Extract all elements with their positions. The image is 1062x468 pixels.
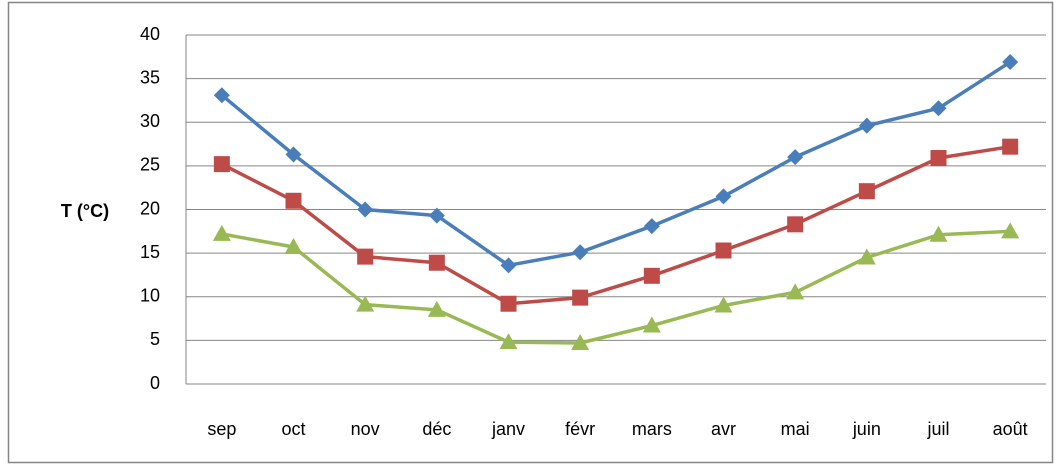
- y-tick-label: 5: [150, 329, 160, 349]
- marker: [714, 296, 733, 313]
- y-tick-label: 15: [140, 242, 160, 262]
- x-tick-label: sep: [207, 419, 236, 439]
- marker: [572, 244, 589, 261]
- marker: [213, 87, 230, 104]
- x-tick-label: avr: [711, 419, 736, 439]
- marker: [572, 289, 589, 306]
- x-tick-label: juil: [926, 419, 949, 439]
- marker: [857, 248, 876, 265]
- x-tick-label: mars: [632, 419, 672, 439]
- y-tick-label: 35: [140, 67, 160, 87]
- series-line: [220, 60, 1012, 268]
- marker: [1002, 138, 1019, 155]
- y-tick-label: 40: [140, 24, 160, 44]
- marker: [929, 225, 948, 242]
- marker: [786, 283, 805, 300]
- y-axis-label: T (°C): [61, 201, 109, 221]
- marker: [715, 188, 732, 205]
- y-tick-label: 30: [140, 111, 160, 131]
- marker: [643, 267, 660, 284]
- y-tick-label: 0: [150, 373, 160, 393]
- marker: [285, 192, 302, 209]
- marker: [715, 242, 732, 259]
- marker: [212, 224, 231, 241]
- marker: [284, 238, 303, 255]
- y-tick-label: 20: [140, 198, 160, 218]
- series-line: [221, 144, 1011, 306]
- marker: [357, 248, 374, 265]
- marker: [642, 316, 661, 333]
- marker: [787, 216, 804, 233]
- series-line: [221, 229, 1011, 345]
- y-tick-label: 10: [140, 286, 160, 306]
- marker: [356, 295, 375, 312]
- marker: [213, 156, 230, 173]
- marker: [858, 183, 875, 200]
- marker: [428, 207, 445, 224]
- marker: [1001, 222, 1020, 239]
- x-tick-label: mai: [781, 419, 810, 439]
- x-tick-label: oct: [281, 419, 305, 439]
- x-tick-label: nov: [351, 419, 380, 439]
- x-tick-label: août: [993, 419, 1028, 439]
- marker: [1002, 54, 1019, 71]
- x-tick-label: juin: [852, 419, 881, 439]
- x-tick-label: déc: [422, 419, 451, 439]
- marker: [930, 100, 947, 117]
- marker: [500, 257, 517, 274]
- y-tick-label: 25: [140, 155, 160, 175]
- marker: [285, 146, 302, 163]
- marker: [499, 333, 518, 350]
- x-tick-label: févr: [565, 419, 595, 439]
- x-tick-label: janv: [491, 419, 525, 439]
- marker: [858, 117, 875, 134]
- marker: [427, 300, 446, 317]
- chart-frame: [7, 1, 1054, 464]
- marker: [571, 333, 590, 350]
- marker: [500, 295, 517, 312]
- marker: [357, 201, 374, 218]
- marker: [643, 218, 660, 235]
- marker: [428, 254, 445, 271]
- marker: [930, 150, 947, 167]
- marker: [787, 149, 804, 166]
